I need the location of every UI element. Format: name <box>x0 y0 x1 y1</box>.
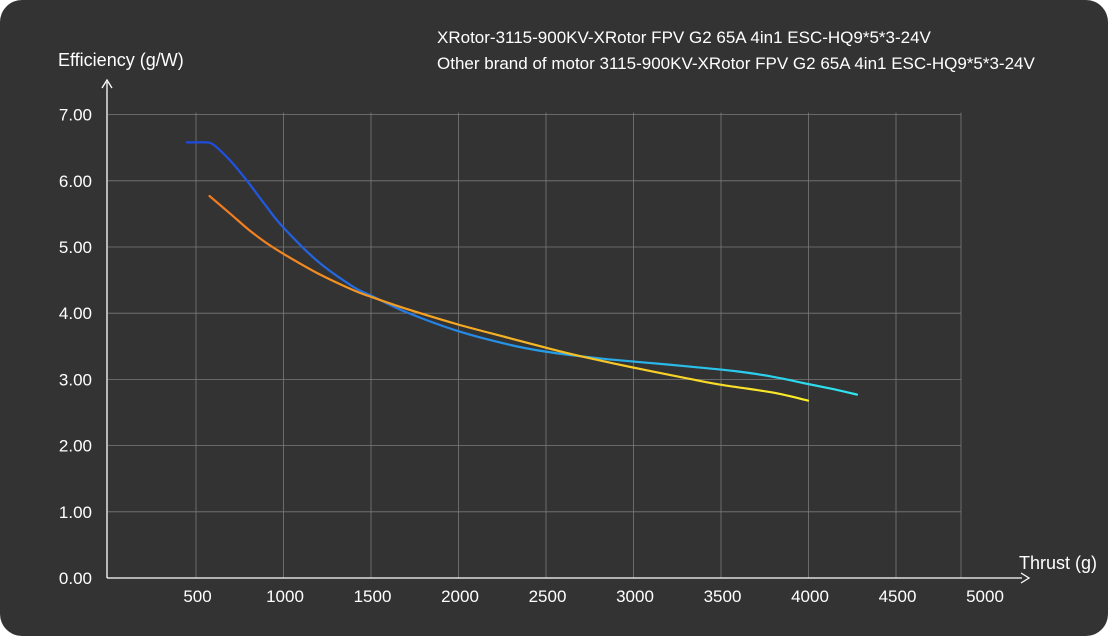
y-tick-label: 2.00 <box>59 437 92 456</box>
y-axis-arrow <box>101 78 113 89</box>
legend-label-0: XRotor-3115-900KV-XRotor FPV G2 65A 4in1… <box>437 28 932 47</box>
x-tick-label: 1000 <box>266 587 304 606</box>
legend-label-1: Other brand of motor 3115-900KV-XRotor F… <box>437 54 1036 73</box>
x-tick-labels: 500 1000 1500 2000 2500 3000 3500 4000 4500 5000 <box>183 587 1004 606</box>
y-axis-label: Efficiency (g/W) <box>58 50 184 70</box>
legend: XRotor-3115-900KV-XRotor FPV G2 65A 4in1… <box>376 28 1036 73</box>
y-tick-label: 6.00 <box>59 172 92 191</box>
axes <box>101 78 1031 584</box>
x-tick-label: 5000 <box>966 587 1004 606</box>
x-axis-arrow <box>1020 572 1031 584</box>
x-axis-label: Thrust (g) <box>1019 553 1097 573</box>
legend-item-0: XRotor-3115-900KV-XRotor FPV G2 65A 4in1… <box>376 28 932 47</box>
x-tick-label: 2000 <box>441 587 479 606</box>
x-tick-label: 4500 <box>879 587 917 606</box>
y-tick-labels: 0.00 1.00 2.00 3.00 4.00 5.00 6.00 7.00 <box>59 106 92 588</box>
x-tick-label: 1500 <box>354 587 392 606</box>
y-tick-label: 1.00 <box>59 503 92 522</box>
y-tick-label: 3.00 <box>59 370 92 389</box>
y-tick-label: 7.00 <box>59 106 92 125</box>
x-tick-label: 500 <box>183 587 211 606</box>
grid <box>108 112 962 578</box>
x-tick-label: 4000 <box>791 587 829 606</box>
x-tick-label: 3000 <box>616 587 654 606</box>
series-line-1 <box>208 194 810 402</box>
y-tick-label: 5.00 <box>59 238 92 257</box>
x-tick-label: 2500 <box>529 587 567 606</box>
y-tick-label: 4.00 <box>59 304 92 323</box>
series-lines <box>185 141 859 402</box>
series-line-0 <box>185 141 859 396</box>
y-tick-label: 0.00 <box>59 569 92 588</box>
legend-item-1: Other brand of motor 3115-900KV-XRotor F… <box>376 54 1036 73</box>
x-tick-label: 3500 <box>704 587 742 606</box>
